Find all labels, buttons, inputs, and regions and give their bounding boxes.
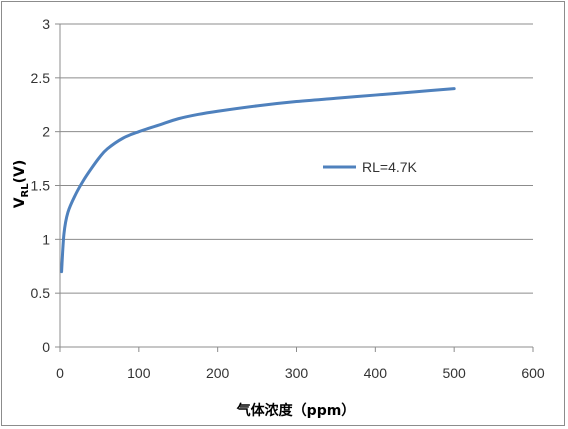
x-tick-label: 0 (56, 365, 64, 381)
x-tick-label: 200 (206, 365, 230, 381)
y-tick-label: 2 (42, 124, 50, 140)
y-tick-label: 1.5 (31, 178, 51, 194)
y-axis-title-unit: (V) (12, 160, 28, 184)
y-axis-title-main: V (12, 197, 28, 208)
legend-label: RL=4.7K (362, 159, 418, 175)
x-tick-labels: 0 100 200 300 400 500 600 (56, 365, 545, 381)
x-tick-label: 100 (127, 365, 151, 381)
y-tick-label: 1 (42, 231, 50, 247)
x-tick-label: 600 (521, 365, 545, 381)
legend: RL=4.7K (323, 159, 418, 175)
x-tick-label: 300 (285, 365, 309, 381)
gridlines (60, 23, 533, 294)
x-axis-title: 气体浓度（ppm） (236, 402, 356, 419)
y-tick-label: 0.5 (31, 285, 51, 301)
series-line (60, 87, 456, 274)
y-axis-title: VRL(V) (12, 160, 31, 209)
series-lines (60, 87, 456, 274)
y-tick-label: 0 (42, 339, 50, 355)
y-tick-label: 3 (42, 16, 50, 32)
y-axis-title-sub: RL (20, 183, 31, 198)
axes (55, 23, 534, 352)
y-tick-labels: 0 0.5 1 1.5 2 2.5 3 (31, 16, 51, 355)
x-tick-label: 400 (364, 365, 388, 381)
y-tick-label: 2.5 (31, 70, 51, 86)
x-tick-label: 500 (442, 365, 466, 381)
